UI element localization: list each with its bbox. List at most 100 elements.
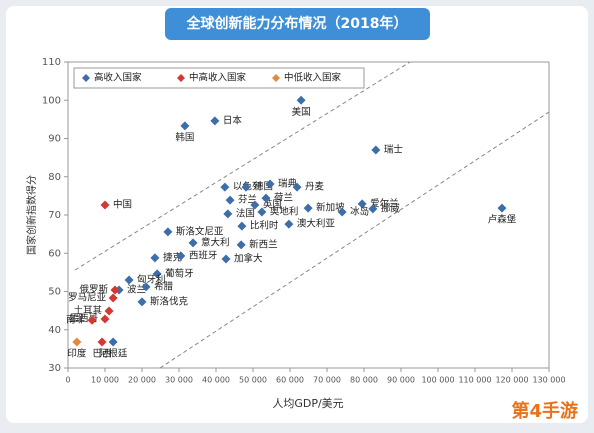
x-tick-label: 110 000 xyxy=(458,376,491,385)
legend-label: 高收入国家 xyxy=(94,72,142,84)
band-line xyxy=(74,61,411,271)
point-label: 捷克 xyxy=(163,251,183,263)
point xyxy=(236,240,246,250)
point-label: 新加坡 xyxy=(316,202,345,214)
y-tick-label: 90 xyxy=(48,134,61,145)
point xyxy=(241,182,251,192)
point-label: 中国 xyxy=(113,199,132,211)
point-label: 澳大利亚 xyxy=(297,218,336,230)
point-label: 法国 xyxy=(236,207,255,219)
y-tick-label: 100 xyxy=(42,95,61,106)
point-label: 俄罗斯 xyxy=(79,283,108,295)
x-tick-label: 100 000 xyxy=(421,376,454,385)
legend-marker xyxy=(82,74,90,82)
point xyxy=(163,227,173,237)
point xyxy=(137,297,147,307)
point-label: 瑞士 xyxy=(384,143,404,155)
point xyxy=(303,203,313,213)
point xyxy=(100,314,110,324)
point-label: 土耳其 xyxy=(74,305,103,317)
point xyxy=(371,145,381,155)
point xyxy=(337,207,347,217)
point xyxy=(357,199,367,209)
x-tick-label: 40 000 xyxy=(202,376,230,385)
point-label: 英国 xyxy=(263,199,282,211)
point xyxy=(257,207,267,217)
point-label: 西班牙 xyxy=(189,249,218,261)
legend-marker xyxy=(177,74,185,82)
x-tick-label: 30 000 xyxy=(165,376,193,385)
point xyxy=(108,293,118,303)
point xyxy=(265,179,275,189)
point xyxy=(220,182,230,192)
x-tick-label: 20 000 xyxy=(128,376,156,385)
point-label: 墨西哥 xyxy=(69,314,98,325)
x-tick-label: 90 000 xyxy=(387,376,415,385)
y-tick-label: 80 xyxy=(48,172,61,183)
point xyxy=(188,238,198,248)
x-tick-label: 10 000 xyxy=(91,376,119,385)
point-label: 荷兰 xyxy=(274,192,293,204)
point-label: 瑞典 xyxy=(278,178,298,190)
point-label: 匈牙利 xyxy=(137,274,166,286)
point xyxy=(110,285,120,295)
point-label: 日本 xyxy=(223,114,243,126)
band-line xyxy=(159,111,550,369)
point-label: 美国 xyxy=(292,106,311,118)
point xyxy=(237,221,247,231)
point-label: 爱尔兰 xyxy=(370,197,399,209)
point-label: 阿根廷 xyxy=(99,347,128,359)
point-label: 罗马尼亚 xyxy=(68,293,107,304)
card xyxy=(6,6,588,423)
point-label: 丹麦 xyxy=(305,181,325,193)
title-banner xyxy=(165,8,430,40)
point xyxy=(223,209,233,219)
point xyxy=(497,203,507,213)
x-tick-label: 80 000 xyxy=(350,376,378,385)
point-label: 挪威 xyxy=(381,202,401,214)
point-label: 意大利 xyxy=(201,236,230,248)
point-label: 芬兰 xyxy=(238,194,257,206)
point-label: 印度 xyxy=(67,347,87,359)
x-tick-label: 60 000 xyxy=(276,376,304,385)
y-tick-label: 50 xyxy=(48,287,61,298)
x-tick-label: 0 xyxy=(65,376,70,385)
point xyxy=(108,337,118,347)
point xyxy=(261,193,271,203)
point xyxy=(97,337,107,347)
y-axis-label: 国家创新指数得分 xyxy=(25,175,38,255)
x-tick-label: 50 000 xyxy=(239,376,267,385)
point xyxy=(250,200,260,210)
point xyxy=(225,195,235,205)
point-label: 斯洛伐克 xyxy=(150,295,189,307)
point-label: 冰岛 xyxy=(350,205,369,217)
point xyxy=(104,306,114,316)
point xyxy=(368,204,378,214)
point-label: 南非 xyxy=(66,314,86,326)
point-label: 加拿大 xyxy=(234,252,263,264)
point xyxy=(100,200,110,210)
point-label: 葡萄牙 xyxy=(165,267,194,279)
y-tick-label: 60 xyxy=(48,248,61,259)
legend-label: 中低收入国家 xyxy=(284,72,342,84)
point-label: 斯洛文尼亚 xyxy=(176,225,224,237)
chart-title: 全球创新能力分布情况（2018年） xyxy=(186,15,408,32)
point xyxy=(152,269,162,279)
x-axis-label: 人均GDP/美元 xyxy=(272,397,343,410)
point-label: 比利时 xyxy=(250,220,279,232)
x-tick-label: 70 000 xyxy=(313,376,341,385)
legend-label: 中高收入国家 xyxy=(189,72,247,84)
point-label: 波兰 xyxy=(127,283,146,295)
y-tick-label: 110 xyxy=(42,57,61,68)
point xyxy=(221,254,231,264)
legend-box xyxy=(73,67,365,89)
x-tick-label: 130 000 xyxy=(532,376,565,385)
point xyxy=(150,253,160,263)
point xyxy=(72,337,82,347)
point xyxy=(210,116,220,126)
point xyxy=(180,121,190,131)
watermark: 第4手游 xyxy=(511,400,578,422)
point xyxy=(292,182,302,192)
